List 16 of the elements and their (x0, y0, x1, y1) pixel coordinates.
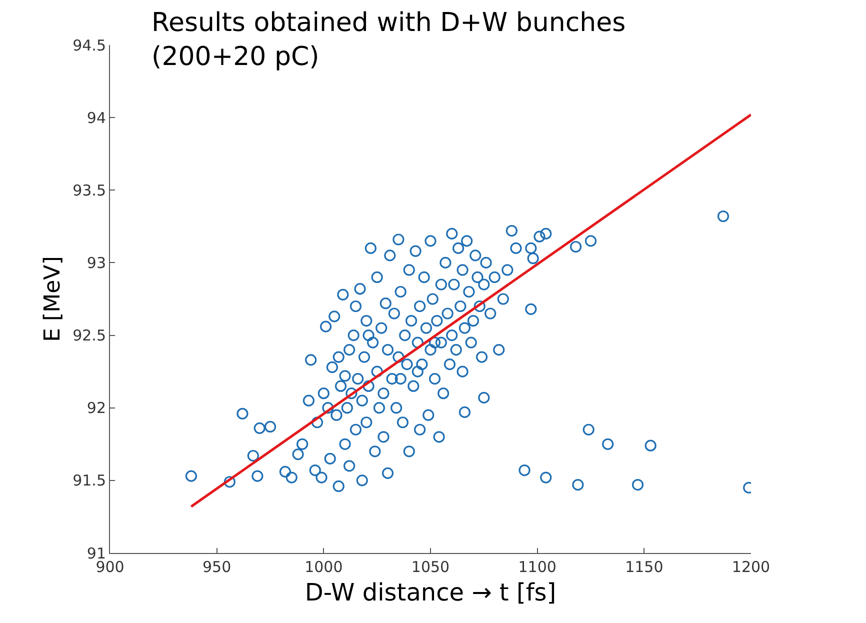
x-tick-label: 1050 (411, 558, 450, 576)
y-tick-label: 93.5 (72, 181, 106, 200)
y-tick-label: 93 (86, 254, 106, 272)
y-axis-title: E [MeV] (40, 256, 66, 342)
x-tick-label: 1150 (625, 558, 664, 576)
y-tick-label: 94.5 (72, 36, 106, 54)
y-tick-label: 92.5 (72, 326, 106, 345)
x-tick-label: 950 (202, 558, 232, 576)
y-tick-label: 94 (86, 108, 106, 127)
x-tick-label: 1000 (304, 558, 343, 576)
x-tick-label: 1200 (732, 558, 770, 576)
x-tick-label: 1100 (518, 558, 556, 576)
x-axis-title: D-W distance → t [fs] (304, 578, 556, 606)
chart-title: Results obtained with D+W bunches (200+20 pC) (152, 8, 626, 72)
y-tick-label: 92 (86, 399, 106, 418)
y-tick-label: 91.5 (72, 472, 106, 490)
